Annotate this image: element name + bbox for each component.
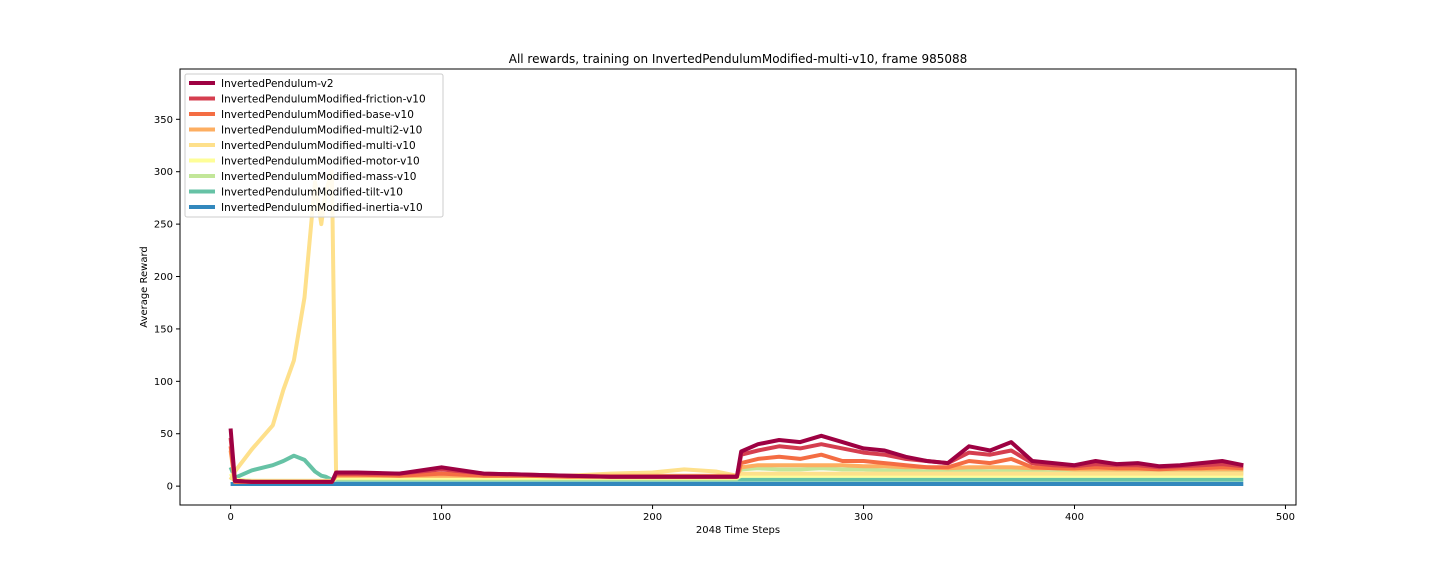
x-tick-label: 500: [1276, 512, 1295, 523]
y-axis: 0 50 100 150 200 250 300 350: [154, 115, 180, 493]
x-tick-label: 400: [1065, 512, 1084, 523]
y-tick-label: 300: [154, 167, 173, 178]
y-tick-label: 100: [154, 377, 173, 388]
y-tick-label: 0: [167, 482, 173, 493]
legend-frame: [184, 73, 444, 218]
x-tick-label: 300: [854, 512, 873, 523]
legend-entry-label: InvertedPendulumModified-multi-v10: [221, 140, 416, 152]
legend-entry-label: InvertedPendulumModified-base-v10: [221, 109, 414, 121]
plot-area: [228, 169, 1244, 486]
series-line-1: [228, 428, 1244, 484]
y-tick-label: 200: [154, 272, 173, 283]
legend-entry-label: InvertedPendulumModified-tilt-v10: [221, 186, 403, 198]
series-line-5: [228, 169, 1244, 481]
chart-title: All rewards, training on InvertedPendulu…: [509, 52, 968, 66]
legend-entry-label: InvertedPendulumModified-multi2-v10: [221, 124, 422, 136]
legend-entry-label: InvertedPendulumModified-friction-v10: [221, 93, 426, 105]
x-tick-label: 0: [227, 512, 233, 523]
y-tick-label: 150: [154, 324, 173, 335]
plot-frame: [179, 68, 1297, 506]
legend: InvertedPendulum-v2 InvertedPendulumModif…: [184, 73, 444, 218]
series-line-8: [228, 453, 1244, 482]
y-tick-label: 350: [154, 115, 173, 126]
legend-entry-label: InvertedPendulumModified-inertia-v10: [221, 202, 423, 214]
x-tick-label: 100: [432, 512, 451, 523]
y-tick-label: 250: [154, 220, 173, 231]
legend-entry-label: InvertedPendulumModified-mass-v10: [221, 171, 416, 183]
x-tick-label: 200: [643, 512, 662, 523]
x-axis: 0 100 200 300 400 500: [227, 505, 1295, 523]
y-tick-label: 50: [160, 429, 173, 440]
y-axis-label: Average Reward: [139, 246, 150, 327]
x-axis-label: 2048 Time Steps: [696, 525, 780, 536]
legend-entry-label: InvertedPendulumModified-motor-v10: [221, 155, 420, 167]
legend-entry-label: InvertedPendulum-v2: [221, 78, 334, 90]
